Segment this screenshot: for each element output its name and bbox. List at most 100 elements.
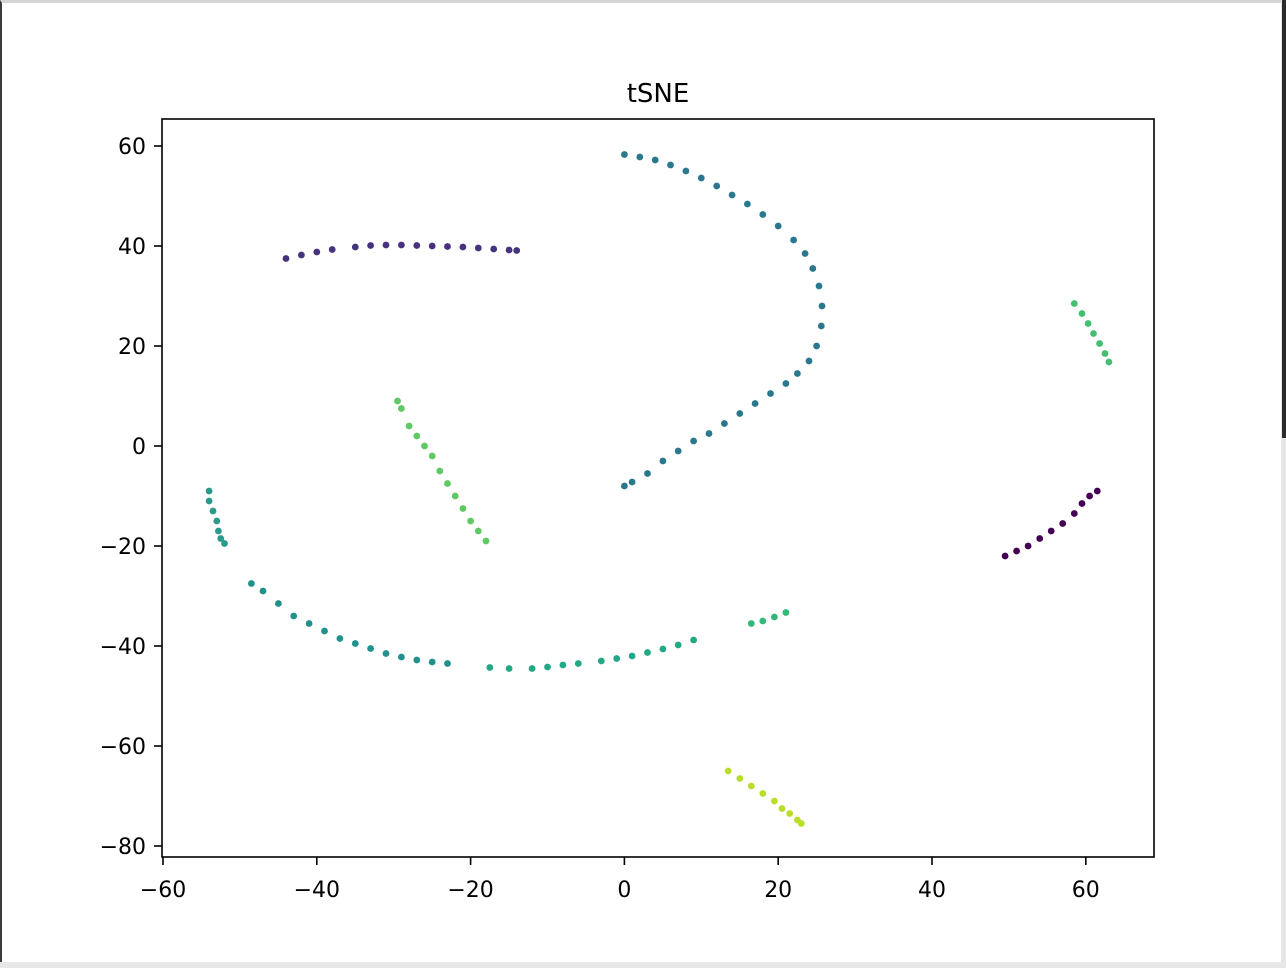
scatter-point — [797, 820, 805, 827]
scatter-point — [597, 657, 605, 665]
scatter-point — [713, 182, 721, 190]
scatter-point — [659, 645, 667, 653]
scatter-point — [398, 405, 405, 412]
scatter-point — [444, 243, 451, 250]
x-tick-label: −20 — [447, 878, 493, 903]
scatter-point — [1090, 330, 1097, 337]
scatter-point — [1047, 527, 1055, 535]
plot-frame — [161, 118, 1155, 858]
window-bottom-edge — [0, 962, 1286, 968]
x-tick-label: −60 — [140, 878, 186, 903]
scatter-point — [778, 805, 786, 812]
y-tick-label: 60 — [118, 135, 146, 160]
y-tick-label: −20 — [100, 535, 146, 560]
scatter-point — [444, 480, 451, 487]
scatter-point — [394, 397, 401, 405]
scatter-point — [505, 246, 513, 254]
scatter-point — [544, 663, 551, 671]
scatter-point — [398, 241, 405, 249]
scatter-point — [690, 636, 697, 644]
scatter-point — [1078, 310, 1086, 317]
scatter-point — [1070, 510, 1078, 517]
window-right-edge — [1281, 0, 1286, 968]
scatter-point — [759, 617, 767, 625]
scatter-point — [336, 635, 344, 642]
y-axis: 60 40 20 0 −20 −40 −60 −80 — [100, 135, 162, 860]
scatter-point — [659, 457, 667, 465]
y-tick-label: 0 — [132, 435, 146, 460]
scatter-point — [1013, 547, 1020, 555]
scatter-point — [428, 658, 436, 666]
scatter-point — [382, 650, 390, 657]
scatter-point — [513, 247, 521, 254]
scatter-point — [282, 255, 290, 262]
scatter-point — [459, 505, 467, 512]
scatter-point — [298, 251, 305, 259]
x-tick-label: 40 — [918, 878, 946, 903]
scatter-point — [771, 797, 778, 805]
scatter-point — [313, 248, 321, 256]
scatter-point — [213, 517, 221, 525]
scatter-point — [248, 580, 255, 587]
scatter-point — [305, 620, 313, 627]
scatter-point — [467, 517, 474, 525]
x-tick-label: −40 — [294, 878, 340, 903]
scatter-point — [215, 527, 222, 535]
scatter-point — [682, 167, 690, 175]
scatter-point — [774, 222, 782, 230]
scatter-point — [486, 664, 494, 671]
y-tick-label: −80 — [100, 835, 146, 860]
scatter-point — [259, 587, 267, 595]
scatter-point — [674, 641, 682, 649]
scatter-point — [644, 649, 651, 656]
scatter-point — [1059, 520, 1067, 527]
scatter-point — [736, 775, 744, 782]
scatter-point — [759, 790, 767, 797]
scatter-point — [697, 174, 705, 182]
scatter-point — [613, 655, 621, 662]
scatter-point — [636, 153, 644, 161]
scatter-points — [205, 151, 1113, 827]
scatter-point — [817, 322, 825, 330]
scatter-point — [794, 370, 801, 377]
scatter-point — [747, 782, 755, 790]
scatter-point — [815, 282, 823, 290]
scatter-point — [505, 665, 513, 672]
scatter-point — [398, 653, 405, 661]
scatter-point — [474, 244, 482, 252]
scatter-point — [205, 497, 213, 505]
scatter-point — [621, 151, 628, 158]
y-tick-label: −60 — [100, 735, 146, 760]
scatter-point — [771, 613, 778, 621]
adjacent-window-edge — [1282, 0, 1286, 438]
scatter-point — [1001, 552, 1009, 560]
scatter-point — [747, 620, 755, 627]
scatter-point — [1078, 500, 1086, 507]
scatter-point — [1093, 487, 1101, 495]
scatter-point — [1096, 340, 1103, 347]
scatter-point — [436, 467, 444, 475]
scatter-point — [1084, 320, 1092, 327]
scatter-point — [205, 487, 213, 495]
scatter-point — [574, 660, 582, 667]
scatter-point — [321, 627, 328, 635]
scatter-point — [736, 410, 744, 417]
x-tick-label: 0 — [617, 878, 631, 903]
scatter-point — [1036, 535, 1044, 542]
scatter-point — [801, 250, 809, 257]
scatter-point — [1024, 542, 1032, 550]
scatter-point — [221, 540, 228, 547]
scatter-point — [490, 245, 498, 253]
scatter-point — [482, 537, 490, 545]
scatter-point — [382, 241, 390, 249]
scatter-point — [721, 420, 728, 427]
chart-title: tSNE — [627, 79, 690, 109]
scatter-point — [690, 437, 697, 445]
scatter-point — [209, 507, 217, 515]
scatter-point — [809, 265, 817, 272]
scatter-point — [751, 400, 759, 407]
scatter-point — [767, 390, 774, 397]
y-tick-label: 20 — [118, 335, 146, 360]
